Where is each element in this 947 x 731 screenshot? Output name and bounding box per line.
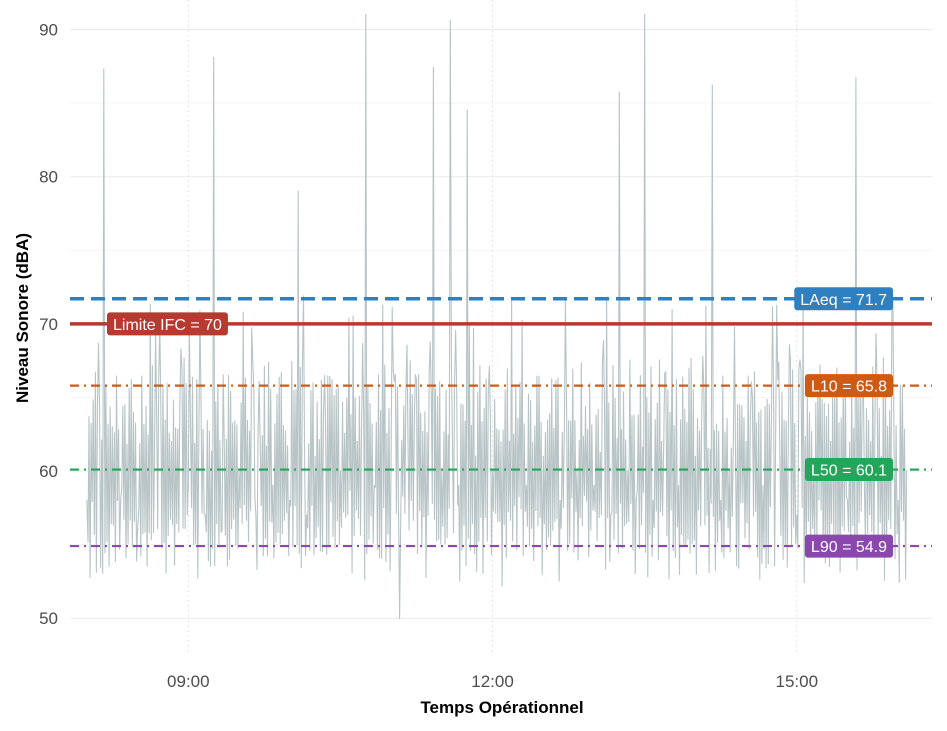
y-tick-label: 80 [39, 168, 58, 187]
data-point [779, 455, 781, 457]
data-point [491, 470, 494, 472]
y-axis-title: Niveau Sonore (dBA) [13, 233, 32, 403]
data-point [221, 529, 223, 531]
data-point [432, 67, 434, 69]
reference-label-box [794, 287, 893, 311]
data-point [610, 514, 612, 516]
reference-label-text: L10 = 65.8 [811, 379, 887, 396]
x-tick-label: 12:00 [471, 672, 514, 691]
data-point [593, 485, 595, 487]
reference-label-box [804, 374, 893, 398]
data-point [103, 68, 105, 70]
data-point [559, 499, 561, 502]
data-point [694, 455, 696, 457]
noise-series [86, 14, 908, 619]
reference-label-text: LAeq = 71.7 [800, 292, 887, 309]
data-point [644, 14, 646, 16]
data-point [373, 485, 375, 487]
data-point [272, 485, 274, 487]
data-point [635, 499, 637, 502]
data-point [238, 470, 240, 472]
data-point [407, 440, 409, 443]
data-point [170, 440, 173, 443]
data-point [880, 455, 882, 457]
data-point [356, 440, 358, 443]
x-tick-label: 09:00 [167, 672, 210, 691]
data-point [720, 499, 722, 502]
data-point [289, 499, 291, 502]
series-line [86, 14, 908, 619]
data-point [466, 109, 468, 111]
reference-label-box [804, 534, 893, 558]
data-point [314, 455, 316, 457]
x-axis-title: Temps Opérationnel [420, 698, 583, 717]
data-point [475, 455, 477, 457]
data-point [86, 499, 88, 502]
reference-label-box [804, 458, 893, 482]
data-point [576, 470, 578, 472]
y-tick-label: 60 [39, 462, 58, 481]
reference-label-box [107, 312, 228, 336]
data-point [863, 485, 865, 487]
data-point [906, 470, 908, 472]
data-point [441, 470, 443, 472]
data-point [306, 514, 308, 516]
data-point [365, 14, 367, 16]
data-point [677, 485, 680, 487]
data-point [120, 499, 122, 502]
data-point [618, 92, 620, 94]
data-point [111, 426, 113, 428]
data-point [745, 440, 747, 443]
data-point [846, 499, 849, 502]
data-point [542, 455, 544, 457]
x-tick-label: 15:00 [776, 672, 819, 691]
data-point [297, 190, 299, 192]
data-point [627, 470, 629, 472]
data-point [728, 470, 730, 472]
data-point [855, 77, 857, 79]
reference-label-text: L50 = 60.1 [811, 463, 887, 480]
data-point [213, 56, 215, 59]
data-point [652, 499, 654, 502]
data-point [390, 455, 392, 457]
y-tick-label: 90 [39, 20, 58, 39]
reference-label-text: Limite IFC = 70 [113, 317, 222, 334]
data-point [449, 20, 451, 22]
data-point [322, 411, 325, 413]
y-tick-label: 70 [39, 315, 58, 334]
data-point [187, 485, 189, 487]
data-point [458, 485, 460, 487]
data-point [762, 485, 764, 487]
data-point [829, 440, 832, 443]
x-axis-ticks: 09:00 12:00 15:00 [167, 672, 818, 691]
y-tick-label: 50 [39, 609, 58, 628]
data-point [897, 499, 899, 502]
data-point [424, 411, 426, 413]
reference-label-text: L90 = 54.9 [811, 539, 887, 556]
data-point [711, 84, 713, 86]
reference-labels: LAeq = 71.7 Limite IFC = 70 L10 = 65.8 L50 … [107, 287, 893, 558]
data-point [153, 455, 156, 457]
data-point [339, 470, 342, 472]
y-axis-ticks: 50 60 70 80 90 [39, 20, 58, 628]
data-point [204, 514, 206, 516]
data-point [508, 440, 511, 443]
data-point [660, 440, 663, 443]
data-point [525, 485, 527, 487]
data-point [255, 514, 257, 516]
data-point [398, 617, 401, 619]
data-point [137, 529, 139, 531]
data-point [796, 514, 798, 516]
